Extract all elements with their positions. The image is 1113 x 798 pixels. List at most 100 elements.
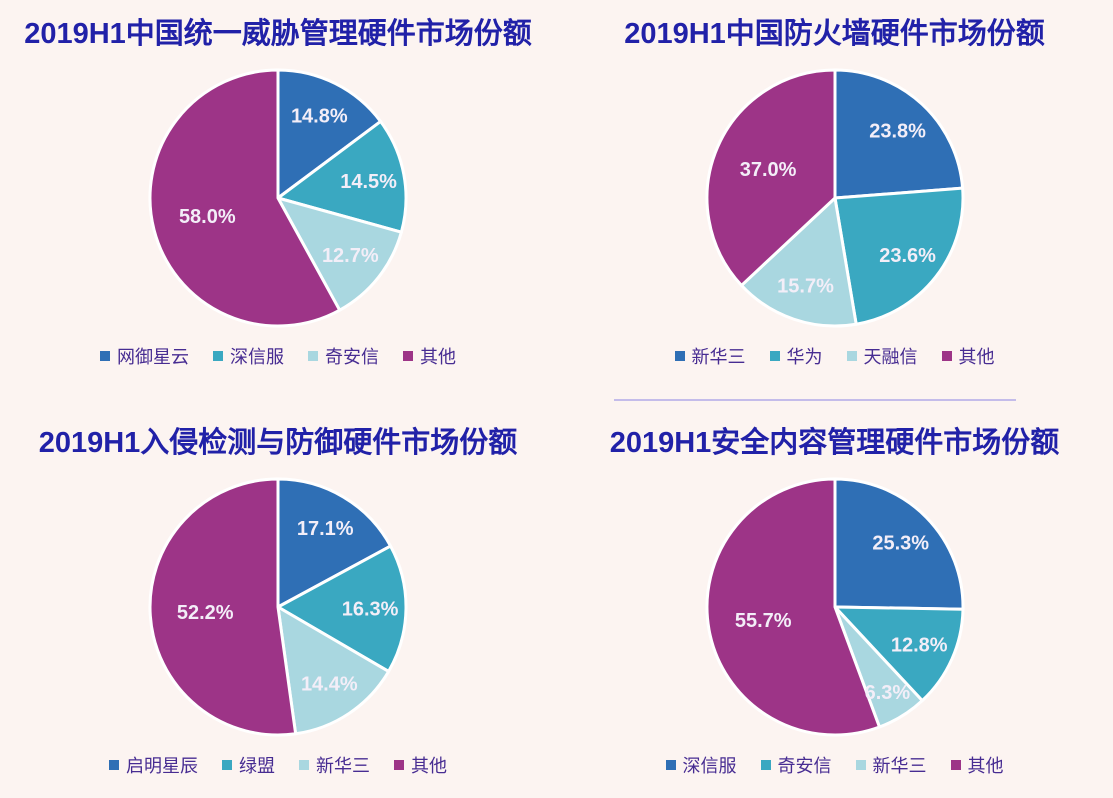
chart-legend: 网御星云 深信服 奇安信 其他 <box>100 343 456 369</box>
pie-slice <box>833 186 964 326</box>
pie-chart: 17.1% 16.3% 14.4% 52.2% <box>142 471 414 748</box>
slice-label: 12.8% <box>890 635 947 657</box>
slice-label: 16.3% <box>342 598 399 620</box>
legend-marker <box>213 351 223 361</box>
legend-item: 其他 <box>403 343 456 369</box>
chart-legend: 新华三 华为 天融信 其他 <box>674 343 995 369</box>
legend-item: 奇安信 <box>308 343 379 369</box>
slice-label: 17.1% <box>297 518 354 540</box>
chart-utm: 2019H1中国统一威胁管理硬件市场份额 14.8% 14.5% 12.7% 58.0… <box>0 0 556 399</box>
pie-slice <box>276 605 391 736</box>
chart-legend: 深信服 奇安信 新华三 其他 <box>665 752 1004 778</box>
chart-firewall: 2019H1中国防火墙硬件市场份额 23.8% 23.6% 15.7% 37.0% 新… <box>556 0 1113 399</box>
legend-marker <box>100 351 110 361</box>
legend-item: 奇安信 <box>760 752 832 778</box>
legend-item: 绿盟 <box>222 752 275 778</box>
legend-label: 天融信 <box>863 347 918 367</box>
legend-marker <box>403 351 413 361</box>
pie-chart-svg: 17.1% 16.3% 14.4% 52.2% <box>148 477 408 737</box>
legend-item: 其他 <box>941 343 995 369</box>
legend-marker <box>941 351 952 361</box>
legend-item: 网御星云 <box>100 343 189 369</box>
pie-slice <box>276 68 383 200</box>
chart-idp: 2019H1入侵检测与防御硬件市场份额 17.1% 16.3% 14.4% 52.2%… <box>0 399 556 798</box>
legend-marker <box>299 760 309 770</box>
chart-title: 2019H1中国统一威胁管理硬件市场份额 <box>24 18 532 50</box>
pie-chart-svg: 23.8% 23.6% 15.7% 37.0% <box>705 68 964 328</box>
legend-label: 其他 <box>958 347 995 367</box>
legend-marker <box>674 351 685 361</box>
slice-label: 14.4% <box>301 674 358 696</box>
slice-label: 55.7% <box>734 610 791 632</box>
pie-slice <box>148 68 342 328</box>
pie-slice <box>276 544 408 673</box>
pie-slice <box>833 477 964 611</box>
chart-title: 2019H1入侵检测与防御硬件市场份额 <box>38 427 518 459</box>
pie-chart-svg: 25.3% 12.8% 6.3% 55.7% <box>705 477 964 737</box>
slice-label: 23.8% <box>869 120 926 142</box>
pie-slice <box>833 68 964 200</box>
legend-marker <box>222 760 232 770</box>
legend-marker <box>109 760 119 770</box>
pie-slice <box>276 196 403 312</box>
legend-label: 新华三 <box>691 347 746 367</box>
pie-slice <box>148 477 298 737</box>
slice-label: 15.7% <box>777 275 834 297</box>
legend-label: 其他 <box>411 756 447 776</box>
legend-item: 新华三 <box>674 343 746 369</box>
legend-item: 启明星辰 <box>109 752 198 778</box>
legend-label: 新华三 <box>872 756 927 776</box>
legend-label: 新华三 <box>316 756 370 776</box>
slice-label: 14.5% <box>340 171 397 193</box>
legend-marker <box>308 351 318 361</box>
pie-slice <box>276 477 393 609</box>
legend-item: 其他 <box>394 752 447 778</box>
legend-marker <box>855 760 866 770</box>
legend-label: 其他 <box>420 347 456 367</box>
slice-label: 58.0% <box>179 206 236 228</box>
pie-slice <box>705 477 881 737</box>
legend-item: 其他 <box>950 752 1004 778</box>
pie-slice <box>833 605 964 703</box>
legend-item: 天融信 <box>846 343 918 369</box>
legend-marker <box>394 760 404 770</box>
legend-marker <box>846 351 857 361</box>
legend-item: 华为 <box>769 343 823 369</box>
legend-label: 奇安信 <box>777 756 832 776</box>
pie-slice <box>276 119 408 234</box>
slice-label: 37.0% <box>739 159 796 181</box>
legend-label: 深信服 <box>230 347 284 367</box>
pie-chart-svg: 14.8% 14.5% 12.7% 58.0% <box>148 68 408 328</box>
legend-item: 深信服 <box>213 343 284 369</box>
legend-label: 深信服 <box>682 756 737 776</box>
legend-label: 启明星辰 <box>126 756 198 776</box>
pie-slice <box>705 68 836 287</box>
legend-label: 绿盟 <box>239 756 275 776</box>
slice-label: 52.2% <box>177 602 234 624</box>
legend-label: 其他 <box>967 756 1004 776</box>
pie-slice <box>739 196 858 328</box>
pie-chart: 14.8% 14.5% 12.7% 58.0% <box>142 62 414 339</box>
slice-label: 12.7% <box>322 245 379 267</box>
pie-chart: 25.3% 12.8% 6.3% 55.7% <box>699 471 971 748</box>
legend-label: 奇安信 <box>325 347 379 367</box>
chart-scm: 2019H1安全内容管理硬件市场份额 25.3% 12.8% 6.3% 55.7% 深… <box>556 399 1113 798</box>
section-divider <box>614 399 1016 401</box>
legend-item: 深信服 <box>665 752 737 778</box>
legend-marker <box>769 351 780 361</box>
legend-item: 新华三 <box>299 752 370 778</box>
legend-item: 新华三 <box>855 752 927 778</box>
slice-label: 14.8% <box>291 106 348 128</box>
slice-label: 25.3% <box>872 532 929 554</box>
pie-chart: 23.8% 23.6% 15.7% 37.0% <box>699 62 971 339</box>
legend-marker <box>760 760 771 770</box>
chart-title: 2019H1安全内容管理硬件市场份额 <box>609 427 1060 459</box>
legend-label: 网御星云 <box>117 347 189 367</box>
legend-marker <box>665 760 676 770</box>
slice-label: 6.3% <box>864 682 910 704</box>
legend-label: 华为 <box>786 347 823 367</box>
chart-legend: 启明星辰 绿盟 新华三 其他 <box>109 752 447 778</box>
slice-label: 23.6% <box>879 245 936 267</box>
legend-marker <box>950 760 961 770</box>
